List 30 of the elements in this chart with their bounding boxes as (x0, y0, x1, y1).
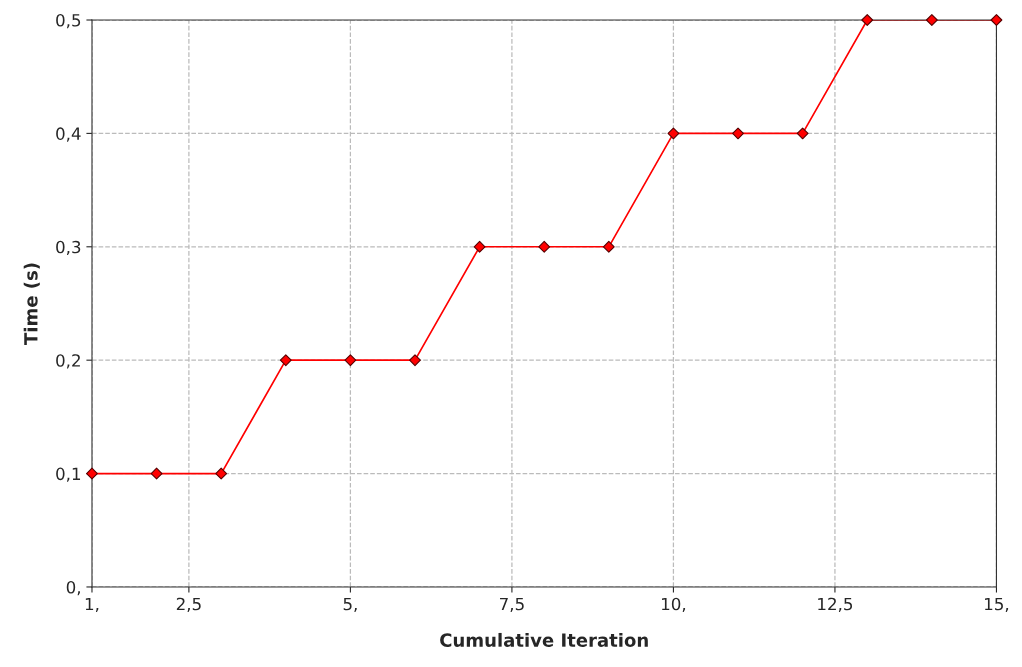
point (925, 14, 938, 26)
point (732, 127, 744, 140)
point (215, 467, 228, 480)
x-tick-label: 15, (985, 597, 1009, 612)
y-tick-label: 0,2 (56, 354, 80, 369)
y-tick-label: 0,3 (56, 240, 81, 256)
point (279, 354, 292, 367)
point (409, 354, 421, 367)
y-axis-title: Time (s) (23, 263, 40, 345)
point (990, 14, 1003, 26)
x-tick-label: 5, (343, 597, 357, 612)
point (150, 467, 163, 480)
point (602, 240, 615, 253)
point (344, 354, 357, 367)
y-tick-label: 0,4 (56, 127, 81, 142)
x-tick-label: 1, (85, 597, 99, 612)
y-tick-label: 0, (66, 580, 80, 596)
y-tick-label: 0,1 (56, 467, 81, 482)
point (861, 14, 874, 26)
y-tick-label: 0,5 (56, 13, 81, 29)
x-tick-label: 10, (662, 597, 686, 612)
x-tick-label: 2,5 (176, 597, 201, 612)
point (796, 127, 809, 140)
point (667, 127, 680, 140)
x-tick-label: 12,5 (818, 597, 853, 612)
point (473, 240, 486, 253)
x-tick-label: 7,5 (500, 597, 524, 612)
point (86, 467, 98, 480)
x-axis-title: Cumulative Iteration (440, 632, 648, 647)
point (538, 240, 551, 253)
